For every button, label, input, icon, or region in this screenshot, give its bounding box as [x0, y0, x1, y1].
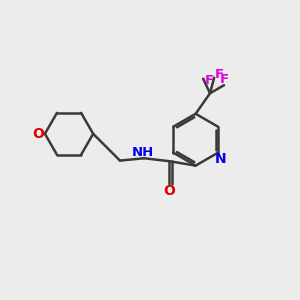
Text: N: N	[214, 152, 226, 166]
Text: O: O	[32, 127, 44, 141]
Text: F: F	[220, 74, 229, 86]
Text: O: O	[163, 184, 175, 198]
Text: F: F	[205, 74, 214, 87]
Text: F: F	[215, 68, 224, 81]
Text: NH: NH	[131, 146, 154, 159]
